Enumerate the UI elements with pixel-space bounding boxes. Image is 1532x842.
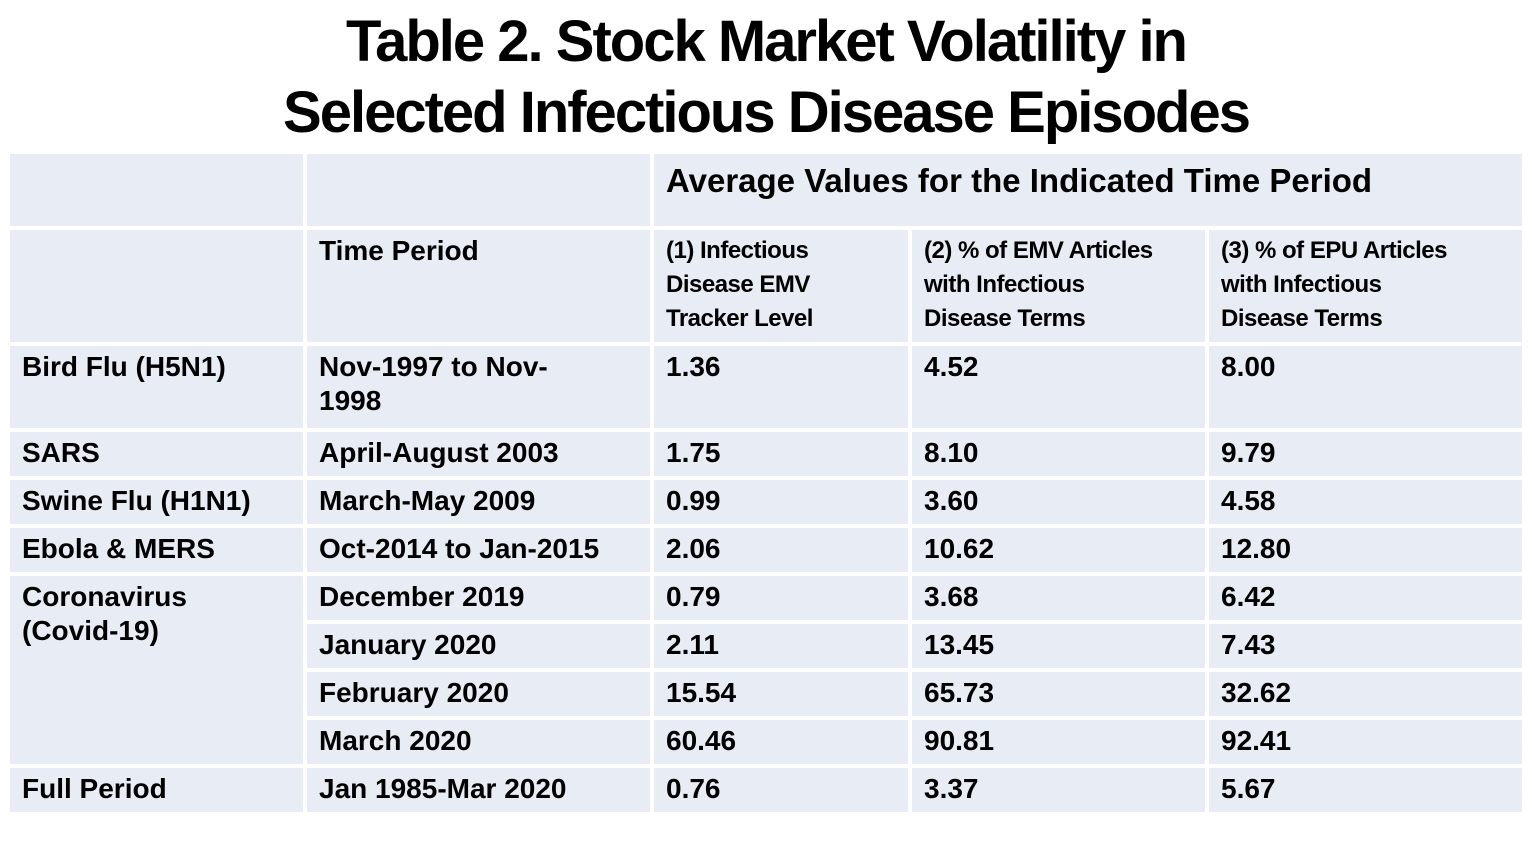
- value-cell: 32.62: [1209, 672, 1523, 716]
- table-row-covid-jan-2020: January 2020 2.11 13.45 7.43: [10, 624, 1523, 668]
- value-cell: 3.68: [912, 576, 1205, 620]
- period-cell: Nov-1997 to Nov- 1998: [307, 346, 650, 428]
- value-cell: 10.62: [912, 528, 1205, 572]
- title-line-2: Selected Infectious Disease Episodes: [283, 80, 1251, 145]
- table-row-ebola-mers: Ebola & MERS Oct-2014 to Jan-2015 2.06 1…: [10, 528, 1523, 572]
- value-cell: 15.54: [654, 672, 908, 716]
- value-cell: 1.75: [654, 432, 908, 476]
- episode-cell-coronavirus: Coronavirus (Covid-19): [10, 576, 303, 764]
- period-cell: January 2020: [307, 624, 650, 668]
- value-cell: 4.52: [912, 346, 1205, 428]
- episode-cell: Swine Flu (H1N1): [10, 480, 303, 524]
- empty-header-cell: [10, 230, 303, 342]
- table-row-full-period: Full Period Jan 1985-Mar 2020 0.76 3.37 …: [10, 768, 1523, 812]
- table-row-covid-dec-2019: Coronavirus (Covid-19) December 2019 0.7…: [10, 576, 1523, 764]
- value-cell: 6.42: [1209, 576, 1523, 620]
- header-time-period: Time Period: [307, 230, 650, 342]
- episode-cell: Full Period: [10, 768, 303, 812]
- episode-cell: SARS: [10, 432, 303, 476]
- value-cell: 4.58: [1209, 480, 1523, 524]
- value-cell: 8.10: [912, 432, 1205, 476]
- empty-corner-cell: [10, 154, 303, 226]
- table-row-sars: SARS April-August 2003 1.75 8.10 9.79: [10, 432, 1523, 476]
- value-cell: 0.99: [654, 480, 908, 524]
- volatility-table: Average Values for the Indicated Time Pe…: [6, 150, 1527, 816]
- value-cell: 0.76: [654, 768, 908, 812]
- value-cell: 13.45: [912, 624, 1205, 668]
- slide: Table 2. Stock Market Volatility in Selec…: [0, 6, 1532, 842]
- value-cell: 65.73: [912, 672, 1205, 716]
- period-cell: Oct-2014 to Jan-2015: [307, 528, 650, 572]
- period-cell: April-August 2003: [307, 432, 650, 476]
- episode-cell: Ebola & MERS: [10, 528, 303, 572]
- page-title: Table 2. Stock Market Volatility in Selec…: [0, 6, 1532, 148]
- value-cell: 60.46: [654, 720, 908, 764]
- group-header-cell: Average Values for the Indicated Time Pe…: [654, 154, 1523, 226]
- value-cell: 0.79: [654, 576, 908, 620]
- period-cell: December 2019: [307, 576, 650, 620]
- value-cell: 9.79: [1209, 432, 1523, 476]
- header-emv-tracker-level: (1) Infectious Disease EMV Tracker Level: [654, 230, 908, 342]
- column-header-row: Time Period (1) Infectious Disease EMV T…: [10, 230, 1523, 342]
- value-cell: 8.00: [1209, 346, 1523, 428]
- table-row-bird-flu: Bird Flu (H5N1) Nov-1997 to Nov- 1998 1.…: [10, 346, 1523, 428]
- value-cell: 92.41: [1209, 720, 1523, 764]
- value-cell: 1.36: [654, 346, 908, 428]
- header-pct-epu-articles: (3) % of EPU Articles with Infectious Di…: [1209, 230, 1523, 342]
- period-cell: Jan 1985-Mar 2020: [307, 768, 650, 812]
- value-cell: 2.11: [654, 624, 908, 668]
- value-cell: 12.80: [1209, 528, 1523, 572]
- header-pct-emv-articles: (2) % of EMV Articles with Infectious Di…: [912, 230, 1205, 342]
- value-cell: 7.43: [1209, 624, 1523, 668]
- empty-corner-cell: [307, 154, 650, 226]
- value-cell: 5.67: [1209, 768, 1523, 812]
- episode-cell: Bird Flu (H5N1): [10, 346, 303, 428]
- value-cell: 3.37: [912, 768, 1205, 812]
- value-cell: 3.60: [912, 480, 1205, 524]
- value-cell: 2.06: [654, 528, 908, 572]
- table-row-swine-flu: Swine Flu (H1N1) March-May 2009 0.99 3.6…: [10, 480, 1523, 524]
- period-cell: March-May 2009: [307, 480, 650, 524]
- period-cell: February 2020: [307, 672, 650, 716]
- group-header-row: Average Values for the Indicated Time Pe…: [10, 154, 1523, 226]
- table-row-covid-feb-2020: February 2020 15.54 65.73 32.62: [10, 672, 1523, 716]
- value-cell: 90.81: [912, 720, 1205, 764]
- title-line-1: Table 2. Stock Market Volatility in: [346, 9, 1188, 74]
- period-cell: March 2020: [307, 720, 650, 764]
- table-row-covid-mar-2020: March 2020 60.46 90.81 92.41: [10, 720, 1523, 764]
